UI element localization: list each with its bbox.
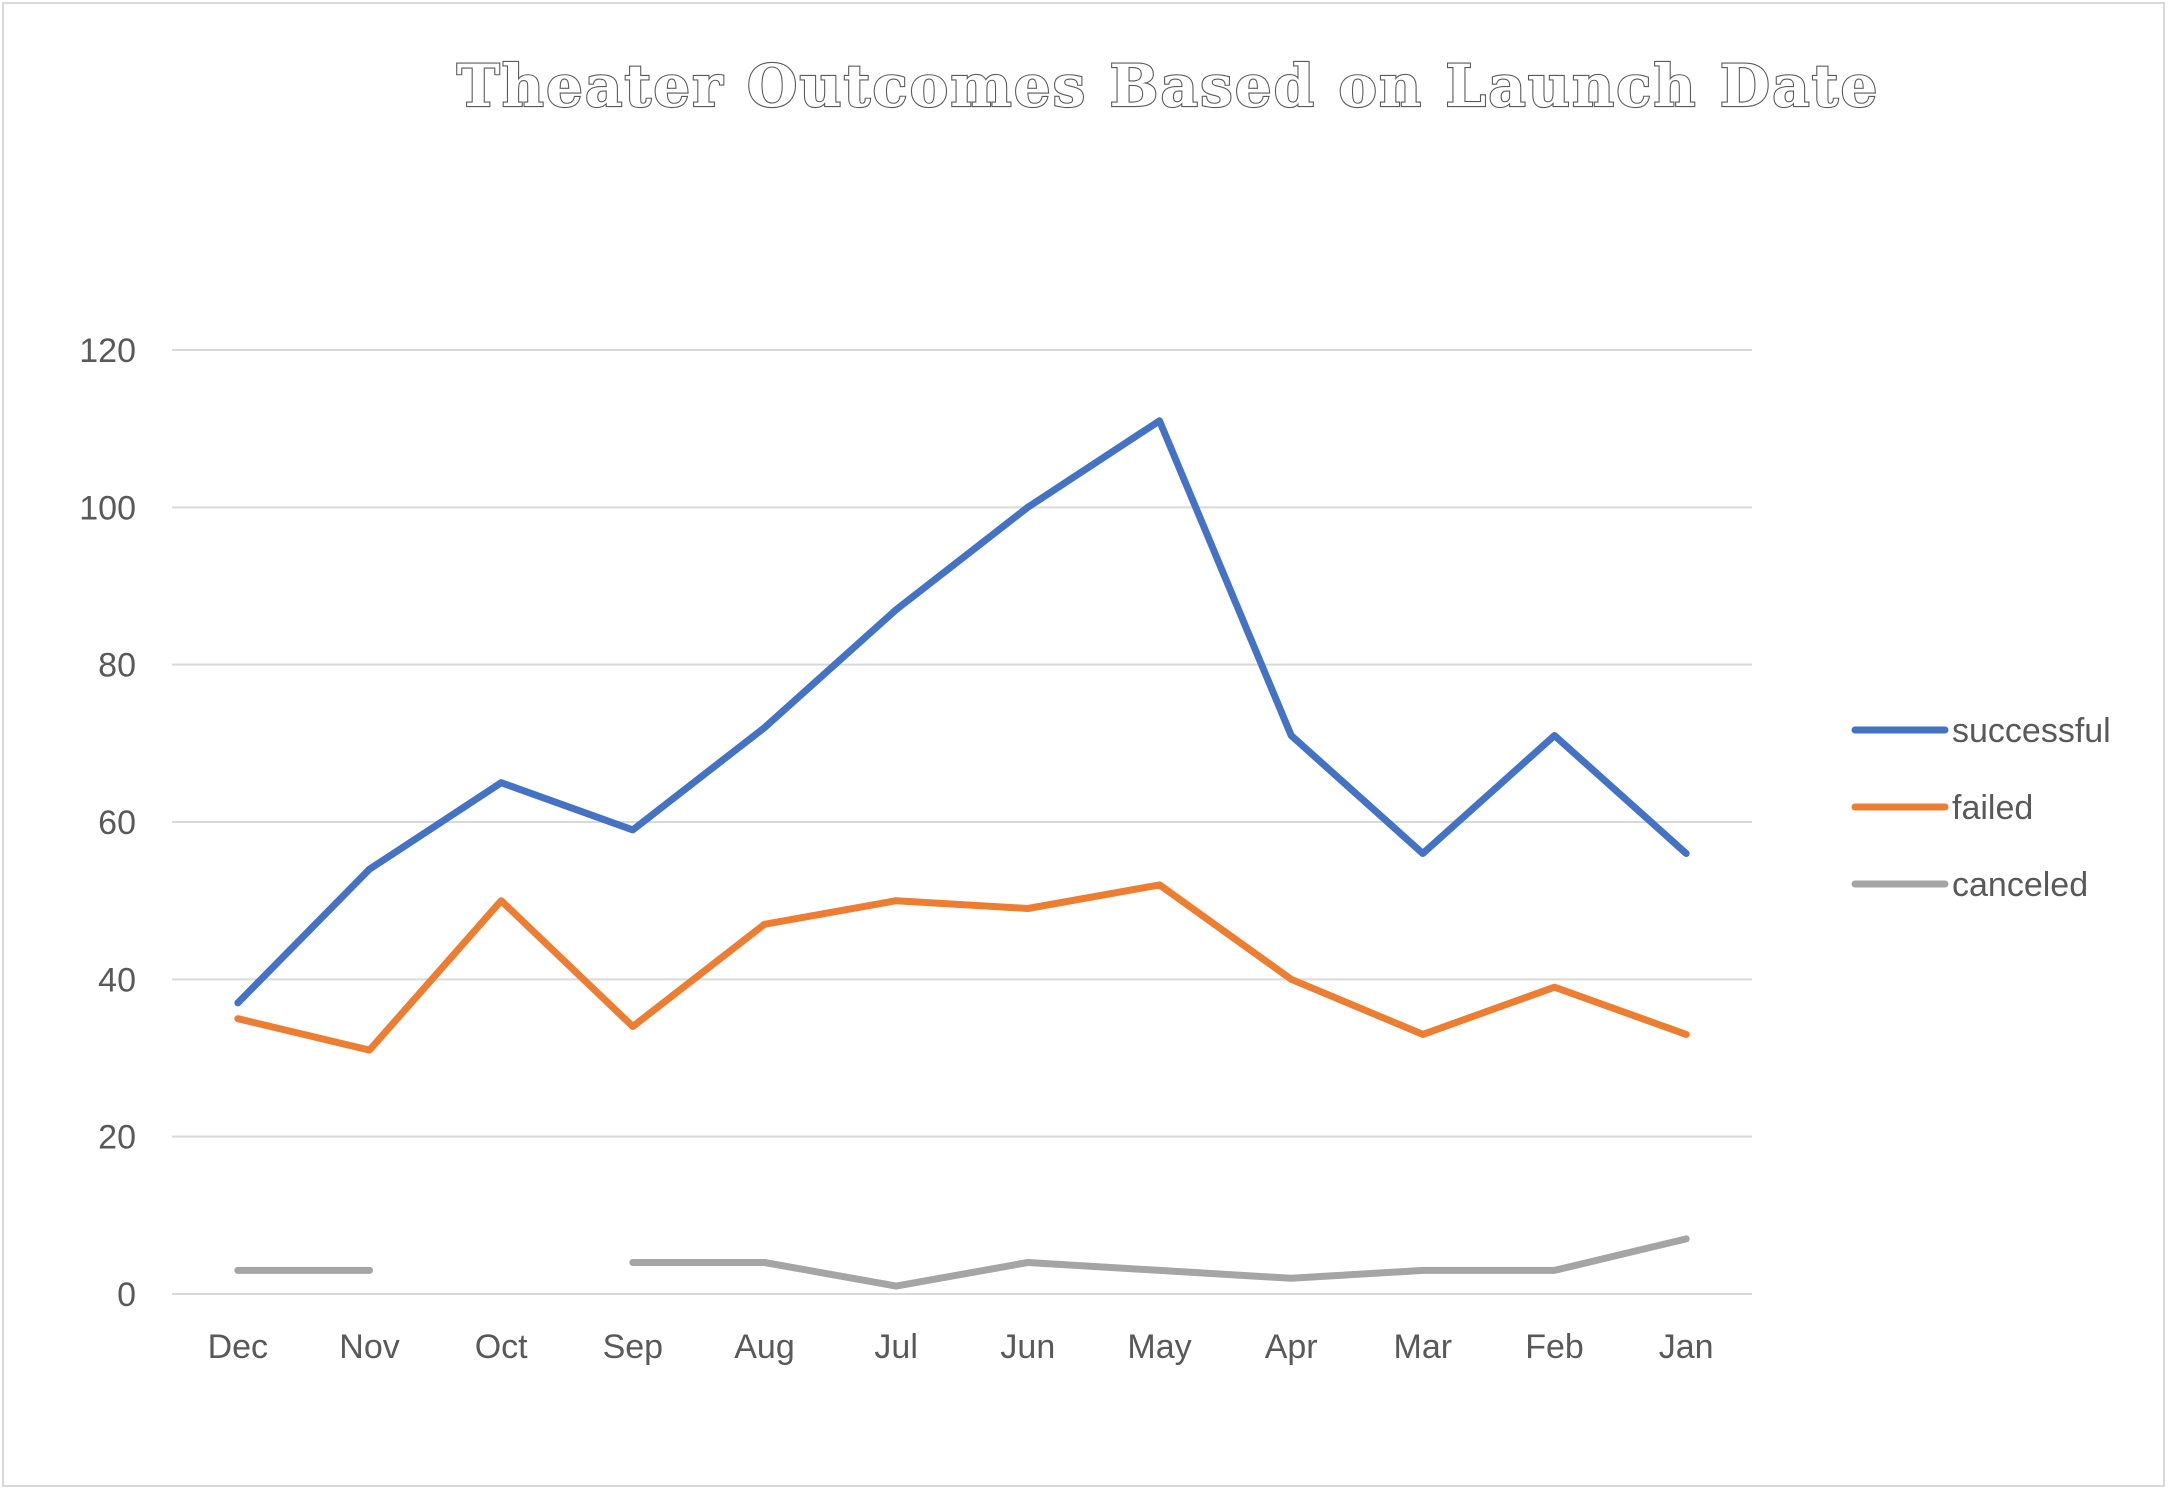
x-tick-label: Nov xyxy=(339,1328,399,1366)
y-tick-label: 60 xyxy=(98,804,136,842)
legend-label-canceled: canceled xyxy=(1952,866,2088,904)
legend-label-failed: failed xyxy=(1952,789,2033,827)
series-line-successful xyxy=(234,417,1690,1007)
x-tick-label: Sep xyxy=(603,1328,664,1366)
x-axis-tick-labels: Dec Nov Oct Sep Aug Jul Jun May Apr Mar Feb Jan xyxy=(208,1328,1714,1366)
series-line-failed xyxy=(234,881,1690,1054)
series-line-canceled xyxy=(234,1235,1690,1290)
y-tick-label: 120 xyxy=(79,332,136,370)
y-axis-tick-labels: 0 20 40 60 80 100 120 xyxy=(79,332,136,1314)
x-tick-label: Apr xyxy=(1265,1328,1318,1366)
x-tick-label: Jul xyxy=(874,1328,917,1366)
series-lines xyxy=(234,417,1690,1290)
y-tick-label: 80 xyxy=(98,647,136,685)
x-tick-label: Jun xyxy=(1000,1328,1055,1366)
y-tick-label: 40 xyxy=(98,961,136,999)
legend-label-successful: successful xyxy=(1952,712,2111,750)
x-tick-label: May xyxy=(1127,1328,1191,1366)
x-tick-label: Jan xyxy=(1659,1328,1714,1366)
x-tick-label: Oct xyxy=(475,1328,528,1366)
x-tick-label: Feb xyxy=(1525,1328,1584,1366)
x-tick-label: Mar xyxy=(1394,1328,1453,1366)
y-tick-label: 0 xyxy=(117,1276,136,1314)
x-tick-label: Aug xyxy=(734,1328,795,1366)
gridlines xyxy=(172,349,1752,1295)
legend: successful failed canceled xyxy=(1851,712,2111,904)
y-tick-label: 100 xyxy=(79,489,136,527)
y-tick-label: 20 xyxy=(98,1119,136,1157)
chart-title: Theater Outcomes Based on Launch Date xyxy=(457,52,1880,120)
x-tick-label: Dec xyxy=(208,1328,268,1366)
